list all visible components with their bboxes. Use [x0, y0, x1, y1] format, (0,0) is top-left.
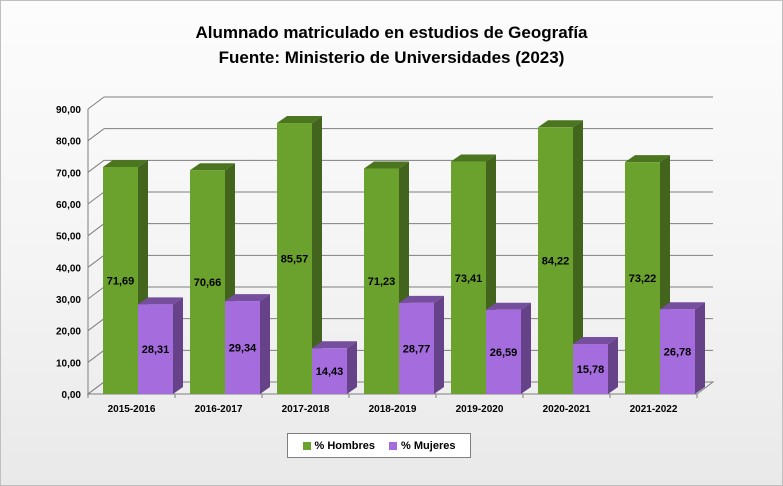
- chart-title-block: Alumnado matriculado en estudios de Geog…: [0, 20, 783, 70]
- bar-mujeres: [225, 301, 260, 394]
- data-label: 73,41: [455, 273, 483, 285]
- legend-swatch-mujeres: [389, 441, 398, 450]
- x-tick-label: 2020-2021: [543, 404, 591, 415]
- gridline-diagonal: [87, 318, 105, 332]
- bar-hombres: [451, 161, 486, 394]
- bar-top: [486, 302, 531, 310]
- x-tick-label: 2015-2016: [108, 404, 156, 415]
- x-tick-label: 2017-2018: [282, 404, 330, 415]
- bar-side: [312, 116, 322, 395]
- data-label: 26,59: [490, 347, 518, 359]
- x-tick-label: 2018-2019: [369, 404, 417, 415]
- bar-side: [608, 337, 618, 394]
- bar-side: [573, 120, 583, 394]
- bar-hombres: [190, 170, 225, 394]
- legend-item-hombres: % Hombres: [302, 439, 376, 452]
- gridline-diagonal: [87, 191, 105, 205]
- bar-hombres: [103, 166, 138, 394]
- data-label: 70,66: [194, 277, 222, 289]
- bar-side: [260, 294, 270, 394]
- x-tick-label: 2021-2022: [630, 404, 678, 415]
- bar-side: [521, 302, 531, 394]
- bar-mujeres: [138, 304, 173, 394]
- y-tick-label: 80,00: [56, 137, 81, 148]
- bar-mujeres: [660, 309, 695, 394]
- y-tick-label: 30,00: [56, 295, 81, 306]
- data-label: 15,78: [577, 364, 605, 376]
- data-label: 28,77: [403, 343, 431, 355]
- gridline-diagonal: [87, 286, 105, 300]
- y-tick-label: 60,00: [56, 200, 81, 211]
- bar-side: [347, 341, 357, 394]
- gridline-diagonal: [87, 223, 105, 237]
- bar-hombres: [625, 162, 660, 394]
- data-label: 14,43: [316, 366, 344, 378]
- bar-top: [625, 155, 670, 163]
- bar-top: [277, 116, 322, 124]
- bar-mujeres: [486, 309, 521, 394]
- y-tick-label: 20,00: [56, 327, 81, 338]
- data-label: 84,22: [542, 256, 570, 268]
- y-tick-label: 70,00: [56, 168, 81, 179]
- bar-mujeres: [573, 344, 608, 394]
- y-tick-label: 50,00: [56, 232, 81, 243]
- bar-side: [695, 302, 705, 394]
- data-label: 71,69: [107, 275, 135, 287]
- gridline-diagonal: [87, 254, 105, 268]
- bar-hombres: [277, 123, 312, 395]
- gridline-diagonal: [87, 349, 105, 363]
- bar-top: [451, 154, 496, 162]
- chart-title: Alumnado matriculado en estudios de Geog…: [195, 23, 588, 42]
- legend-label-hombres: % Hombres: [314, 439, 376, 452]
- bar-top: [660, 302, 705, 310]
- y-tick-label: 40,00: [56, 263, 81, 274]
- legend: % Hombres % Mujeres: [287, 433, 471, 458]
- bar-top: [103, 159, 148, 167]
- bar-side: [434, 295, 444, 394]
- bar-mujeres: [312, 348, 347, 394]
- x-tick-label: 2016-2017: [195, 404, 243, 415]
- bar-top: [573, 337, 618, 345]
- gridline-diagonal: [87, 128, 105, 142]
- gridline-diagonal: [87, 96, 105, 110]
- bar-top: [538, 120, 583, 128]
- bar-top: [399, 295, 444, 303]
- data-label: 28,31: [142, 344, 170, 356]
- bar-top: [190, 163, 235, 171]
- legend-item-mujeres: % Mujeres: [389, 440, 455, 452]
- data-label: 29,34: [229, 343, 257, 355]
- gridline-diagonal: [87, 159, 105, 173]
- data-label: 71,23: [368, 276, 396, 288]
- data-label: 73,22: [629, 273, 657, 285]
- bar-side: [173, 297, 183, 394]
- y-tick-label: 90,00: [56, 105, 81, 116]
- bar-top: [312, 341, 357, 349]
- bar-mujeres: [399, 302, 434, 394]
- legend-label-mujeres: % Mujeres: [401, 439, 456, 452]
- y-tick-label: 10,00: [56, 358, 81, 369]
- y-tick-label: 0,00: [62, 390, 82, 401]
- data-label: 26,78: [664, 347, 692, 359]
- bar-top: [364, 161, 409, 169]
- chart-subtitle: Fuente: Ministerio de Universidades (202…: [218, 48, 565, 67]
- data-label: 85,57: [281, 254, 309, 266]
- bar-hombres: [364, 168, 399, 394]
- bar-top: [225, 294, 270, 302]
- bar-hombres: [538, 127, 573, 394]
- bar-top: [138, 297, 183, 305]
- x-tick-label: 2019-2020: [456, 404, 504, 415]
- legend-swatch-hombres: [302, 441, 311, 450]
